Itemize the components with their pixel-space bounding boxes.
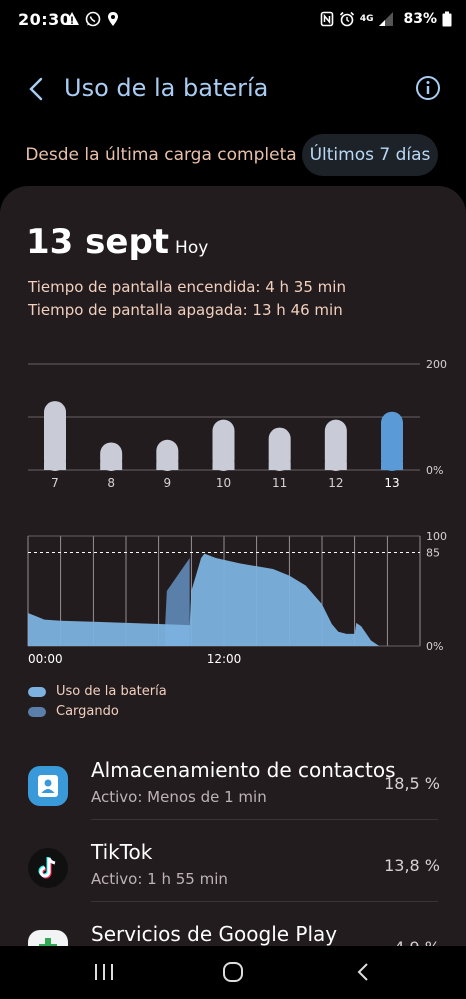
- date-header: 13 sept Hoy: [26, 222, 208, 262]
- app-name: Almacenamiento de contactos: [91, 758, 396, 782]
- app-list-item[interactable]: Almacenamiento de contactos Activo: Meno…: [0, 752, 466, 832]
- bar-base: [100, 462, 123, 470]
- bar-base: [156, 462, 179, 470]
- bar: [324, 419, 347, 471]
- whatsapp-icon: [85, 11, 101, 27]
- google-play-services-icon: [28, 930, 68, 946]
- app-bar: Uso de la batería: [0, 60, 466, 120]
- legend-swatch-charging: [28, 706, 46, 717]
- selected-date: 13 sept: [26, 222, 170, 262]
- x-tick-label: 7: [51, 476, 59, 490]
- x-tick-label: 13: [384, 476, 399, 490]
- legend-label-charging: Cargando: [56, 704, 119, 719]
- location-icon: [108, 12, 118, 26]
- page-title: Uso de la batería: [64, 74, 269, 102]
- bar-base: [268, 462, 291, 470]
- y-tick-label: 0%: [426, 640, 443, 653]
- divider: [91, 819, 438, 820]
- bar: [268, 427, 291, 471]
- selected-day-label: Hoy: [175, 238, 209, 258]
- x-tick-label: 9: [164, 476, 172, 490]
- home-icon[interactable]: [219, 960, 247, 984]
- app-active-time: Activo: 1 h 55 min: [91, 870, 228, 888]
- screen-off-time: Tiempo de pantalla apagada: 13 h 46 min: [28, 301, 343, 319]
- y-tick-label: 100: [426, 530, 447, 543]
- legend-charging: Cargando: [28, 704, 119, 719]
- battery-level-area-chart: 100 85 0% 00:00 12:00: [27, 530, 447, 666]
- divider: [91, 901, 438, 902]
- app-usage-percent: 13,8 %: [384, 856, 440, 875]
- x-tick-label: 8: [107, 476, 115, 490]
- daily-usage-bar-chart: 200 0% 7 8 9 10 11 12 13: [28, 358, 447, 490]
- recents-icon[interactable]: [90, 960, 118, 984]
- app-name: Servicios de Google Play: [91, 922, 338, 946]
- bar-base: [44, 462, 66, 470]
- nfc-icon: [320, 11, 334, 27]
- tab-last-7-days[interactable]: Últimos 7 días: [302, 134, 438, 176]
- status-bar: 20:30 4G 83%: [0, 0, 466, 40]
- bar: [44, 401, 66, 471]
- y-tick-label: 200: [426, 358, 447, 371]
- navigation-bar: [0, 946, 466, 999]
- bar: [212, 419, 235, 471]
- app-list-item[interactable]: TikTok Activo: 1 h 55 min 13,8 %: [0, 834, 466, 914]
- app-active-time: Activo: Menos de 1 min: [91, 788, 267, 806]
- warning-icon: [65, 12, 79, 25]
- legend-swatch-battery-usage: [28, 686, 46, 697]
- area-battery-usage: [28, 553, 380, 646]
- bar: [381, 411, 403, 471]
- x-tick-label: 11: [272, 476, 287, 490]
- battery-percent: 83%: [403, 11, 437, 27]
- alarm-icon: [339, 11, 354, 27]
- back-icon[interactable]: [350, 960, 378, 984]
- back-arrow-icon[interactable]: [22, 74, 52, 104]
- y-tick-label: 0%: [426, 464, 443, 477]
- app-usage-percent: 4,9 %: [394, 938, 440, 946]
- app-list-item[interactable]: Servicios de Google Play 4,9 %: [0, 916, 466, 946]
- tab-since-last-charge[interactable]: Desde la última carga completa: [25, 145, 297, 165]
- legend-label-battery-usage: Uso de la batería: [56, 684, 167, 699]
- bar-base: [324, 462, 347, 470]
- tiktok-icon: [28, 848, 68, 888]
- x-tick-label: 00:00: [28, 652, 63, 666]
- app-usage-percent: 18,5 %: [384, 774, 440, 793]
- app-name: TikTok: [91, 840, 153, 864]
- y-tick-label: 85: [426, 547, 440, 560]
- x-tick-label: 12:00: [207, 652, 242, 666]
- status-time: 20:30: [18, 10, 72, 29]
- battery-icon: [442, 11, 452, 27]
- x-tick-label: 10: [216, 476, 231, 490]
- screen-on-time: Tiempo de pantalla encendida: 4 h 35 min: [28, 278, 346, 296]
- area-charging: [165, 558, 190, 646]
- signal-icon: [379, 12, 394, 26]
- bar-base: [381, 462, 403, 470]
- battery-usage-card: 13 sept Hoy Tiempo de pantalla encendida…: [0, 186, 466, 946]
- contacts-storage-icon: [28, 766, 68, 806]
- 4g-icon: 4G: [359, 13, 374, 24]
- legend-battery-usage: Uso de la batería: [28, 684, 167, 699]
- bar-base: [212, 462, 235, 470]
- info-icon[interactable]: [414, 74, 442, 102]
- x-tick-label: 12: [328, 476, 343, 490]
